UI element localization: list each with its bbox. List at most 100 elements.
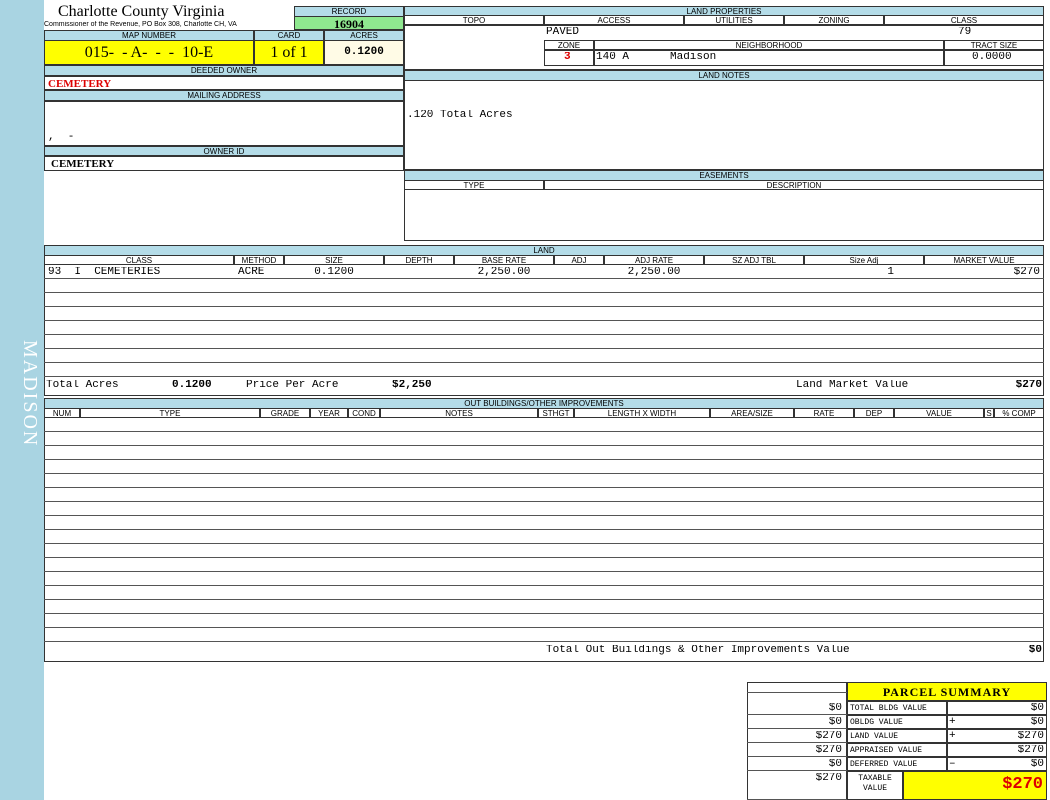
summary-value-cell [947, 701, 1047, 715]
table-row [44, 614, 1044, 628]
summary-blank [747, 682, 847, 693]
deeded-owner-label: DEEDED OWNER [44, 65, 404, 76]
table-row [44, 363, 1044, 377]
summary-row [747, 743, 847, 757]
market-value-label: Land Market Value [796, 380, 909, 391]
summary-prior: $0 [828, 717, 842, 728]
summary-row [747, 729, 847, 743]
summary-value-cell [947, 729, 1047, 743]
table-row [44, 432, 1044, 446]
office-line: Commissioner of the Revenue, PO Box 308,… [44, 21, 237, 28]
summary-value-cell [947, 715, 1047, 729]
column-header: ZONING [784, 15, 884, 25]
summary-row [747, 757, 847, 771]
sidebar [0, 0, 44, 800]
table-row [44, 572, 1044, 586]
taxable-value: $270 [903, 771, 1047, 800]
tract-cell [944, 50, 1044, 66]
summary-op: + [949, 731, 956, 742]
outbuildings-total: $0 [1028, 645, 1042, 656]
table-row [44, 502, 1044, 516]
land-cell: ACRE [238, 267, 265, 278]
land-notes-box [404, 80, 1044, 170]
outbuildings-total-label: Total Out Buildings & Other Improvements… [546, 645, 850, 656]
table-row [44, 628, 1044, 642]
mailing-label: MAILING ADDRESS [44, 90, 404, 101]
table-row [44, 544, 1044, 558]
table-row [44, 349, 1044, 363]
price-per-acre: $2,250 [392, 380, 432, 391]
tract-size: 0.0000 [972, 52, 1012, 63]
summary-label: OBLDG VALUE [847, 715, 947, 729]
summary-label: DEFERRED VALUE [847, 757, 947, 771]
summary-label: LAND VALUE [847, 729, 947, 743]
mailing-address: , - [48, 132, 75, 143]
table-row [44, 600, 1044, 614]
neighborhood-code: 140 A [596, 52, 630, 63]
access-value: PAVED [546, 27, 580, 38]
zone-label: ZONE [544, 40, 594, 50]
summary-op: – [949, 759, 956, 770]
land-cell: $270 [1013, 267, 1040, 278]
table-row [44, 418, 1044, 432]
summary-row [747, 715, 847, 729]
tract-size-label: TRACT SIZE [944, 40, 1044, 50]
land-cell: 93 I CEMETERIES [48, 267, 161, 278]
land-cell: 2,250.00 [627, 267, 681, 278]
table-row [44, 530, 1044, 544]
county-title: Charlotte County Virginia [58, 4, 225, 20]
table-row [44, 474, 1044, 488]
mailing-box [44, 101, 404, 146]
column-header: ACCESS [544, 15, 684, 25]
table-row [44, 516, 1044, 530]
summary-value: $0 [1030, 717, 1044, 728]
summary-label: APPRAISED VALUE [847, 743, 947, 757]
summary-prior: $0 [828, 759, 842, 770]
summary-value-cell [947, 743, 1047, 757]
table-row [44, 307, 1044, 321]
summary-value-cell [947, 757, 1047, 771]
column-header: UTILITIES [684, 15, 784, 25]
zone-cell [544, 50, 594, 66]
table-row [44, 293, 1044, 307]
table-row [44, 335, 1044, 349]
summary-row [747, 701, 847, 715]
table-row [44, 265, 1044, 279]
total-acres: 0.1200 [172, 380, 212, 391]
land-notes-text: .120 Total Acres [407, 110, 513, 121]
owner-id-label: OWNER ID [44, 146, 404, 156]
table-row [44, 586, 1044, 600]
market-value: $270 [1015, 380, 1042, 391]
column-header: CLASS [884, 15, 1044, 25]
card-value: 1 of 1 [254, 40, 324, 65]
summary-value: $0 [1030, 703, 1044, 714]
record-value: 16904 [294, 16, 404, 30]
outbuildings-box [44, 417, 1044, 662]
table-row [44, 279, 1044, 293]
summary-label: TOTAL BLDG VALUE [847, 701, 947, 715]
table-row [44, 558, 1044, 572]
sidebar-label: MADISON [19, 340, 40, 448]
acres-value: 0.1200 [324, 40, 404, 65]
column-header: TOPO [404, 15, 544, 25]
neighborhood-value: Madison [670, 52, 717, 63]
summary-prior: $270 [815, 773, 842, 784]
summary-op: + [949, 717, 956, 728]
table-row [44, 446, 1044, 460]
summary-value: $0 [1030, 759, 1044, 770]
deeded-owner: CEMETERY [44, 76, 404, 90]
map-number: 015- - A- - - 10-E [44, 40, 254, 65]
total-acres-label: Total Acres [46, 380, 119, 391]
summary-value: $270 [1017, 745, 1044, 756]
land-cell: 0.1200 [314, 267, 354, 278]
summary-prior: $270 [815, 731, 842, 742]
summary-title: PARCEL SUMMARY [847, 682, 1047, 701]
zone-value: 3 [564, 52, 571, 63]
summary-value: $270 [1017, 731, 1044, 742]
land-box [44, 264, 1044, 396]
summary-label: TAXABLE VALUE [858, 774, 892, 793]
neighborhood-label: NEIGHBORHOOD [594, 40, 944, 50]
price-per-acre-label: Price Per Acre [246, 380, 339, 391]
land-cell: 1 [887, 267, 894, 278]
